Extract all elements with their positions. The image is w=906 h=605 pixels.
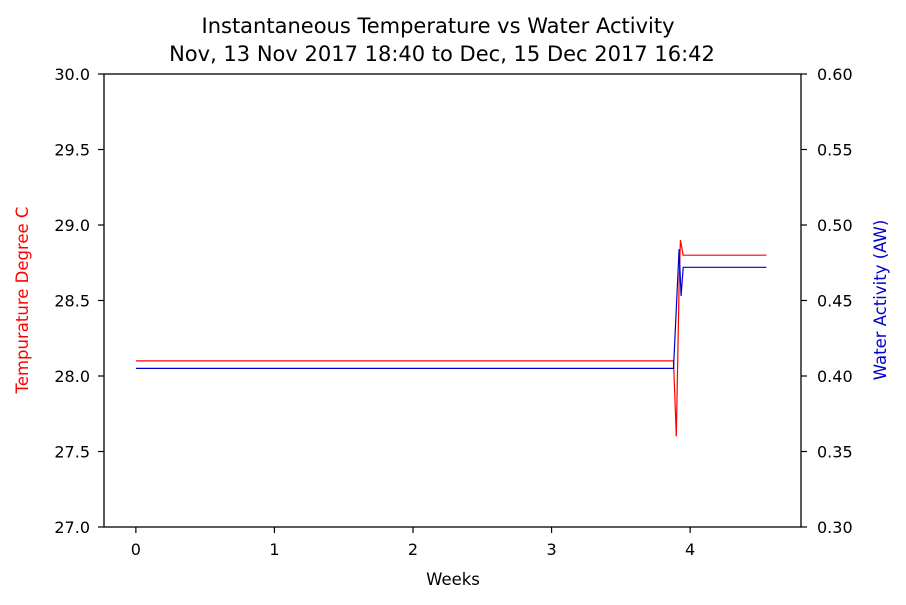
y-right-tick-label: 0.40 — [817, 367, 853, 386]
y-right-axis-ticks: 0.30 0.35 0.40 0.45 0.50 0.55 0.60 — [801, 65, 853, 537]
x-axis-label: Weeks — [426, 570, 480, 589]
y-left-tick-label: 27.5 — [54, 443, 90, 462]
y-right-tick-label: 0.55 — [817, 141, 853, 160]
y-right-tick-label: 0.30 — [817, 518, 853, 537]
y-left-tick-label: 28.0 — [54, 367, 90, 386]
y-left-tick-label: 30.0 — [54, 65, 90, 84]
plot-area-frame — [104, 74, 801, 527]
chart-subtitle: Nov, 13 Nov 2017 18:40 to Dec, 15 Dec 20… — [169, 42, 715, 66]
series-layer — [136, 240, 767, 436]
y-right-tick-label: 0.35 — [817, 443, 853, 462]
chart-title: Instantaneous Temperature vs Water Activ… — [202, 14, 675, 38]
y-left-tick-label: 29.5 — [54, 141, 90, 160]
y-left-tick-label: 29.0 — [54, 216, 90, 235]
y-left-tick-label: 27.0 — [54, 518, 90, 537]
y-right-tick-label: 0.50 — [817, 216, 853, 235]
y-left-tick-label: 28.5 — [54, 292, 90, 311]
y-right-tick-label: 0.60 — [817, 65, 853, 84]
temperature-series-line — [136, 240, 767, 436]
x-tick-label: 2 — [408, 540, 418, 559]
water-activity-series-line — [136, 249, 767, 368]
x-tick-label: 1 — [269, 540, 279, 559]
y-right-tick-label: 0.45 — [817, 292, 853, 311]
y-left-axis-ticks: 27.0 27.5 28.0 28.5 29.0 29.5 30.0 — [54, 65, 104, 537]
x-tick-label: 3 — [546, 540, 556, 559]
y-left-axis-label: Tempurature Degree C — [13, 207, 32, 395]
x-axis-ticks: 0 1 2 3 4 — [131, 527, 695, 559]
x-tick-label: 0 — [131, 540, 141, 559]
y-right-axis-label: Water Activity (AW) — [871, 220, 890, 381]
x-tick-label: 4 — [685, 540, 695, 559]
